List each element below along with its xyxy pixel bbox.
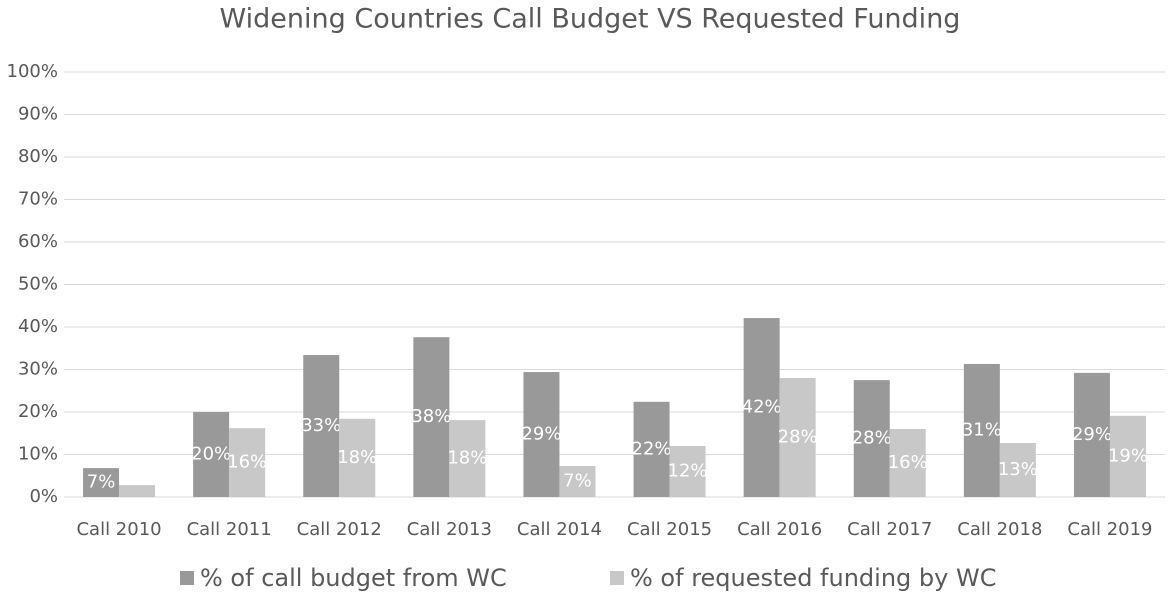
y-tick-label: 50% — [18, 274, 58, 295]
data-label: 38% — [411, 406, 451, 427]
data-label: 18% — [337, 447, 377, 468]
y-tick-label: 70% — [18, 189, 58, 210]
data-label: 20% — [191, 444, 231, 465]
bar — [779, 378, 816, 497]
y-tick-label: 30% — [18, 359, 58, 380]
bar — [1073, 372, 1110, 497]
x-tick-label: Call 2012 — [297, 519, 382, 540]
bar — [559, 465, 596, 497]
data-label: 7% — [563, 470, 592, 491]
data-label: 12% — [668, 461, 708, 482]
x-tick-label: Call 2017 — [847, 519, 932, 540]
bar — [743, 318, 780, 497]
data-label: 28% — [852, 428, 892, 449]
data-label: 29% — [1072, 424, 1112, 445]
x-tick-label: Call 2014 — [517, 519, 602, 540]
y-tick-label: 40% — [18, 316, 58, 337]
data-label: 28% — [778, 427, 818, 448]
data-label: 19% — [1108, 445, 1148, 466]
bar — [889, 429, 926, 497]
bar — [193, 412, 230, 497]
x-tick-label: Call 2015 — [627, 519, 712, 540]
legend-label: % of requested funding by WC — [630, 564, 996, 592]
data-label: 31% — [962, 419, 1002, 440]
bar — [633, 401, 670, 497]
y-tick-label: 60% — [18, 231, 58, 252]
bar — [303, 355, 340, 497]
bar — [119, 485, 156, 497]
y-tick-label: 90% — [18, 104, 58, 125]
x-tick-label: Call 2016 — [737, 519, 822, 540]
bar — [449, 420, 486, 497]
data-label: 13% — [998, 459, 1038, 480]
x-tick-label: Call 2018 — [957, 519, 1042, 540]
bar — [999, 443, 1036, 497]
x-tick-label: Call 2011 — [187, 519, 272, 540]
data-label: 33% — [301, 415, 341, 436]
chart-title: Widening Countries Call Budget VS Reques… — [220, 4, 961, 35]
bar — [963, 363, 1000, 497]
y-tick-label: 0% — [29, 486, 58, 507]
data-label: 16% — [888, 452, 928, 473]
bar — [1109, 415, 1146, 497]
bar — [523, 372, 560, 497]
bar — [413, 337, 450, 497]
data-label: 22% — [632, 438, 672, 459]
data-label: 29% — [521, 424, 561, 445]
bar — [669, 446, 706, 497]
y-tick-label: 10% — [18, 444, 58, 465]
x-tick-label: Call 2010 — [76, 519, 161, 540]
data-label: 7% — [87, 472, 116, 493]
data-label: 42% — [742, 397, 782, 418]
legend-label: % of call budget from WC — [200, 564, 507, 592]
bar — [853, 380, 890, 497]
legend-swatch — [180, 571, 194, 585]
bar — [83, 468, 120, 497]
x-tick-label: Call 2013 — [407, 519, 492, 540]
x-tick-label: Call 2019 — [1067, 519, 1152, 540]
y-tick-label: 80% — [18, 146, 58, 167]
bar — [229, 428, 266, 497]
data-label: 18% — [447, 448, 487, 469]
y-tick-label: 20% — [18, 401, 58, 422]
bar — [339, 418, 376, 497]
y-tick-label: 100% — [7, 61, 58, 82]
legend-swatch — [610, 571, 624, 585]
data-label: 16% — [227, 452, 267, 473]
